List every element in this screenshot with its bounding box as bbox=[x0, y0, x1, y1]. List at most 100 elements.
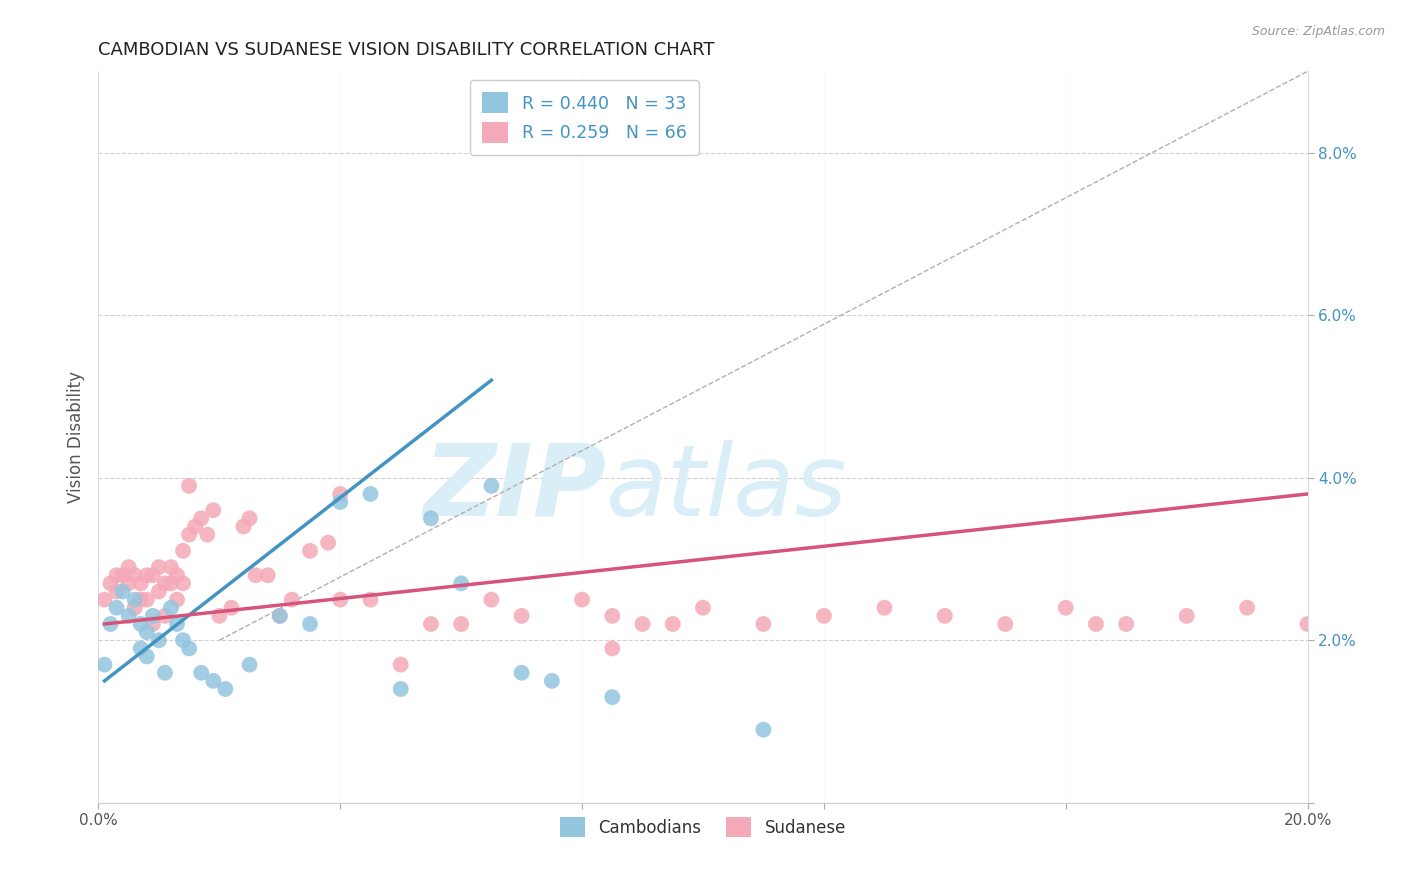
Point bbox=[316, 535, 339, 549]
Point bbox=[389, 681, 412, 696]
Point bbox=[129, 641, 152, 656]
Point bbox=[135, 649, 157, 664]
Point bbox=[571, 592, 593, 607]
Point bbox=[239, 511, 262, 525]
Point bbox=[269, 608, 291, 623]
Point bbox=[148, 560, 170, 574]
Point bbox=[752, 617, 775, 632]
Point bbox=[329, 487, 352, 501]
Point bbox=[256, 568, 278, 582]
Point bbox=[420, 617, 443, 632]
Point bbox=[124, 600, 146, 615]
Point bbox=[148, 633, 170, 648]
Text: atlas: atlas bbox=[606, 440, 848, 537]
Point bbox=[118, 560, 141, 574]
Point bbox=[129, 592, 152, 607]
Point bbox=[631, 617, 654, 632]
Point bbox=[661, 617, 683, 632]
Point bbox=[510, 608, 533, 623]
Point bbox=[135, 568, 157, 582]
Point bbox=[299, 617, 322, 632]
Point bbox=[540, 673, 562, 688]
Point bbox=[221, 600, 243, 615]
Text: ZIP: ZIP bbox=[423, 440, 606, 537]
Point bbox=[329, 495, 352, 509]
Point bbox=[105, 600, 128, 615]
Point bbox=[1236, 600, 1258, 615]
Point bbox=[510, 665, 533, 680]
Point bbox=[100, 576, 122, 591]
Point bbox=[142, 617, 165, 632]
Point bbox=[111, 568, 134, 582]
Point bbox=[179, 527, 201, 541]
Point bbox=[179, 479, 201, 493]
Point bbox=[481, 479, 503, 493]
Y-axis label: Vision Disability: Vision Disability bbox=[66, 371, 84, 503]
Point bbox=[239, 657, 262, 672]
Point bbox=[214, 681, 236, 696]
Point bbox=[160, 560, 183, 574]
Point bbox=[1296, 617, 1319, 632]
Point bbox=[813, 608, 835, 623]
Point bbox=[232, 519, 254, 533]
Point bbox=[153, 576, 176, 591]
Point bbox=[160, 576, 183, 591]
Point bbox=[135, 592, 157, 607]
Point bbox=[179, 641, 201, 656]
Point bbox=[752, 723, 775, 737]
Point bbox=[148, 584, 170, 599]
Point bbox=[124, 568, 146, 582]
Point bbox=[692, 600, 714, 615]
Point bbox=[129, 576, 152, 591]
Point bbox=[245, 568, 267, 582]
Point bbox=[202, 673, 225, 688]
Point bbox=[360, 592, 382, 607]
Point bbox=[1085, 617, 1108, 632]
Point bbox=[602, 608, 624, 623]
Point bbox=[269, 608, 291, 623]
Point bbox=[172, 633, 194, 648]
Text: Source: ZipAtlas.com: Source: ZipAtlas.com bbox=[1251, 25, 1385, 38]
Point bbox=[602, 641, 624, 656]
Point bbox=[450, 576, 472, 591]
Point bbox=[172, 576, 194, 591]
Point bbox=[100, 617, 122, 632]
Point bbox=[195, 527, 218, 541]
Point bbox=[450, 617, 472, 632]
Point bbox=[166, 592, 188, 607]
Point bbox=[118, 608, 141, 623]
Point bbox=[208, 608, 231, 623]
Point bbox=[481, 592, 503, 607]
Point bbox=[934, 608, 956, 623]
Point bbox=[105, 568, 128, 582]
Point bbox=[190, 665, 212, 680]
Point bbox=[166, 617, 188, 632]
Point bbox=[420, 511, 443, 525]
Point bbox=[111, 584, 134, 599]
Point bbox=[105, 584, 128, 599]
Point bbox=[602, 690, 624, 705]
Point bbox=[202, 503, 225, 517]
Point bbox=[118, 576, 141, 591]
Point bbox=[166, 568, 188, 582]
Point bbox=[172, 544, 194, 558]
Point bbox=[153, 665, 176, 680]
Point bbox=[329, 592, 352, 607]
Text: CAMBODIAN VS SUDANESE VISION DISABILITY CORRELATION CHART: CAMBODIAN VS SUDANESE VISION DISABILITY … bbox=[98, 41, 714, 59]
Point bbox=[1175, 608, 1198, 623]
Point bbox=[142, 608, 165, 623]
Point bbox=[299, 544, 322, 558]
Legend: Cambodians, Sudanese: Cambodians, Sudanese bbox=[551, 809, 855, 846]
Point bbox=[184, 519, 207, 533]
Point bbox=[129, 617, 152, 632]
Point bbox=[389, 657, 412, 672]
Point bbox=[281, 592, 304, 607]
Point bbox=[93, 657, 115, 672]
Point bbox=[1054, 600, 1077, 615]
Point bbox=[873, 600, 896, 615]
Point bbox=[190, 511, 212, 525]
Point bbox=[93, 592, 115, 607]
Point bbox=[124, 592, 146, 607]
Point bbox=[160, 600, 183, 615]
Point bbox=[1115, 617, 1137, 632]
